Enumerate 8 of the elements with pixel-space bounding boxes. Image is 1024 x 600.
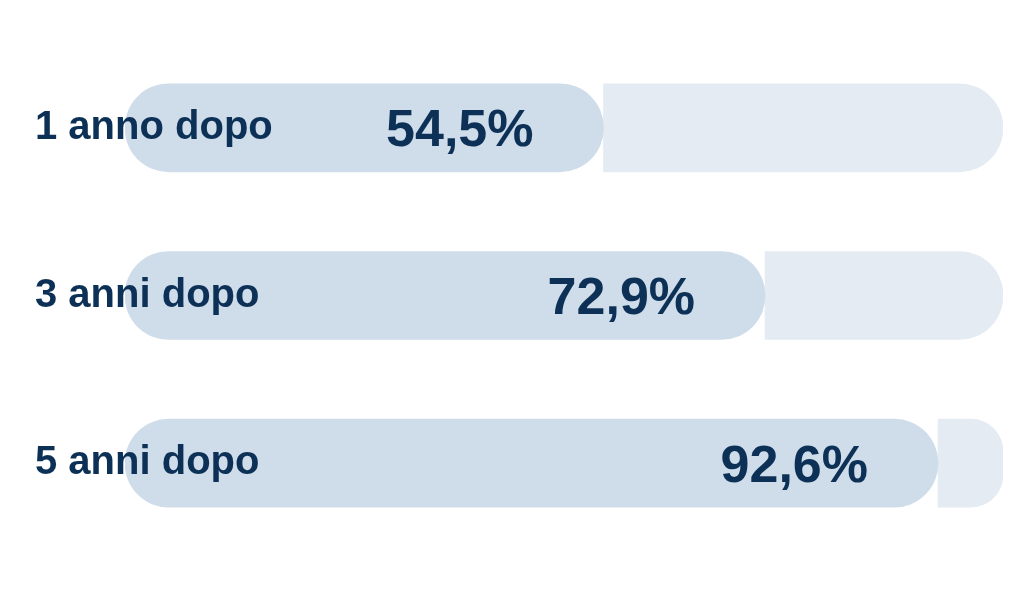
y-tick-label: 3 anni dopo [35,270,260,315]
bar [603,83,1003,173]
data-label: 54,5% [386,99,534,158]
y-tick-label: 1 anno dopo [35,102,273,147]
bar [764,251,1003,340]
data-label: 92,6% [720,434,869,493]
y-tick-label: 5 anni dopo [35,438,260,483]
data-label: 72,9% [547,266,696,325]
